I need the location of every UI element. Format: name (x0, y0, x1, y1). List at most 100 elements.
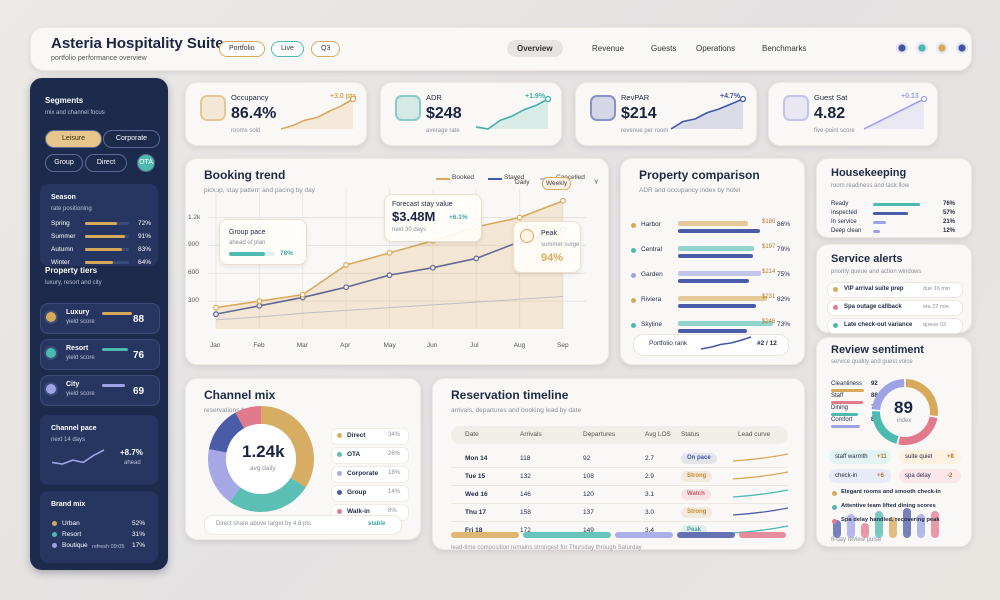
column-header: Departures (583, 431, 616, 438)
nav-tab[interactable]: Operations (696, 44, 736, 53)
channel-mix-card: Channel mix reservations by channel 1.24k a… (185, 378, 421, 540)
table-cell: 108 (583, 473, 594, 480)
row-divider (451, 467, 788, 468)
table-cell: 158 (520, 509, 531, 516)
table-cell: 2.9 (645, 473, 655, 480)
donut-slice (208, 449, 241, 502)
pulse-bar (833, 520, 841, 538)
legend-row (331, 485, 409, 502)
card-title: Booking trend (204, 168, 286, 182)
occupancy-bar (678, 279, 750, 283)
nav-tab[interactable]: Revenue (592, 44, 625, 53)
tier-value: 76 (133, 350, 145, 361)
annotation-title: Forecast stay value (392, 201, 453, 208)
composition-stripe (523, 532, 611, 538)
header-chip[interactable]: Live (271, 41, 304, 58)
pulse-bar (889, 517, 897, 538)
row-value: 17% (132, 542, 146, 549)
segment-button[interactable]: Leisure (45, 130, 102, 149)
composition-stripe (451, 532, 519, 538)
table-cell: 120 (583, 491, 594, 498)
card-title: Property comparison (639, 168, 760, 182)
bar (873, 230, 881, 233)
card-subtitle: arrivals, departures and booking lead by… (451, 407, 582, 414)
row-label: In service (831, 219, 857, 225)
panel (40, 415, 158, 485)
ring-segment (872, 411, 899, 444)
segment-button[interactable]: Direct (85, 154, 127, 173)
table-cell: 132 (520, 473, 531, 480)
kpi-title: ADR (426, 93, 442, 102)
header-chip[interactable]: Q3 (311, 41, 341, 58)
kpi-icon (590, 95, 616, 121)
annotation-value: 94% (541, 252, 564, 264)
ring-segment (905, 379, 938, 417)
annotation-icon (520, 229, 534, 243)
card-subtitle: priority queue and action windows (831, 269, 922, 275)
row-divider (451, 485, 788, 486)
point (516, 214, 523, 221)
kpi-icon (200, 95, 226, 121)
nav-tab[interactable]: Benchmarks (762, 44, 807, 53)
alert-dot (833, 305, 838, 310)
segment-button[interactable]: OTA (137, 154, 155, 173)
view-toggle[interactable]: Daily (515, 179, 530, 186)
header-icon[interactable] (936, 42, 948, 54)
point (429, 264, 436, 271)
card-subtitle: service quality and guest voice (831, 359, 913, 365)
legend-dot (52, 521, 57, 526)
sparkline-area (281, 99, 353, 129)
point (299, 291, 306, 298)
row-label: Riviera (641, 296, 662, 303)
table-cell: Fri 18 (465, 527, 483, 534)
alert-dot (833, 287, 838, 292)
occupancy-label: 86% (777, 221, 791, 228)
row-label: Staff (831, 393, 844, 399)
segment-button[interactable]: Group (45, 154, 83, 173)
legend-label: Stayed (504, 174, 525, 181)
row-value: 64% (138, 259, 152, 266)
composition-stripe (739, 532, 786, 538)
table-header (451, 426, 788, 444)
tier-label: Resort (66, 345, 89, 352)
app-subtitle: portfolio performance overview (51, 55, 147, 62)
occupancy-label: 82% (777, 296, 791, 303)
view-toggle[interactable]: Weekly (542, 177, 572, 191)
legend-dot (337, 509, 342, 514)
nav-tab[interactable]: Overview (507, 40, 563, 58)
adr-bar (678, 296, 768, 301)
lead-curve (732, 471, 789, 480)
header-icon[interactable] (956, 42, 968, 54)
view-toggle[interactable]: Y (594, 179, 599, 186)
table-cell: Tue 15 (465, 473, 486, 480)
row-label: Summer (51, 233, 76, 240)
status-pill: Strong (681, 507, 713, 518)
y-tick-label: 300 (188, 297, 199, 305)
booking-trend-card: Booking trend pickup, stay pattern and pa… (185, 158, 609, 365)
point (343, 284, 350, 291)
kpi-icon (783, 95, 809, 121)
chart-canvas (208, 406, 314, 512)
card-title: Review sentiment (831, 344, 924, 356)
adr-bar (678, 221, 748, 226)
tier-dot (46, 312, 56, 322)
header-chip[interactable]: Portfolio (219, 41, 265, 58)
nav-tab[interactable]: Guests (651, 44, 677, 53)
tier-value: 69 (133, 386, 145, 397)
bar (873, 221, 887, 224)
bar (85, 235, 126, 238)
legend-label: Walk-in (347, 508, 370, 515)
composition-stripe (615, 532, 673, 538)
ring-segment (872, 379, 905, 410)
kpi-note: five-point score (814, 128, 855, 134)
tier-dot (46, 348, 56, 358)
header-icon[interactable] (916, 42, 928, 54)
header-icon[interactable] (896, 42, 908, 54)
alert-row (827, 300, 963, 316)
segment-button[interactable]: Corporate (103, 130, 160, 149)
kpi-change: +1.9% (525, 93, 546, 100)
tier-label: Luxury (66, 309, 90, 316)
row-value: 76% (943, 201, 956, 207)
legend-label: Group (347, 489, 367, 496)
donut-slice (235, 406, 261, 429)
